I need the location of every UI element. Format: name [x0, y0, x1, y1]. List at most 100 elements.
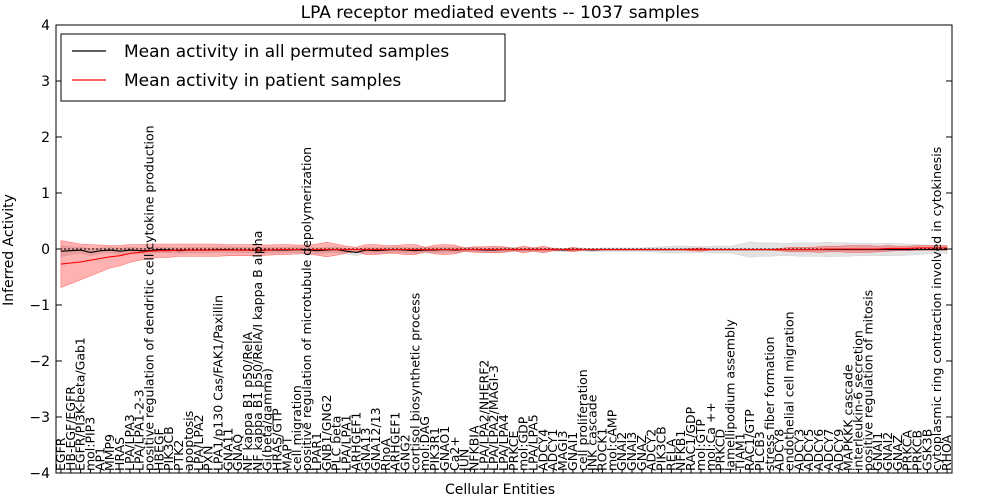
series-lines: [60, 247, 948, 265]
legend-box: [60, 33, 506, 102]
x-tick-label: GNAZ: [634, 435, 649, 471]
x-tick-label: RhoA: [378, 438, 393, 471]
x-tick-label: ROCK1: [595, 428, 610, 471]
y-tick-label: 1: [41, 186, 50, 202]
x-tick-label: PIK3CB: [161, 426, 176, 471]
y-axis: 4 3 2 1 0 −1 −2 −3 −4: [29, 18, 952, 482]
legend: Mean activity in all permuted samples Me…: [60, 33, 506, 102]
x-tick-label: NFKB1: [673, 430, 688, 471]
x-tick-label: GNAI2: [614, 432, 629, 471]
x-tick-label: LPA/LPA2: [191, 414, 206, 471]
x-tick-labels: EGFRHB-EGF/EGFREGFR/PI3K-beta/Gab1mol:PI…: [53, 125, 954, 473]
x-tick-label: MMP9: [102, 434, 117, 471]
x-tick-label: JNK cascade: [585, 394, 600, 472]
x-tick-label: LPAR1: [309, 432, 324, 471]
x-tick-label: HB-EGF/EGFR: [63, 386, 78, 471]
band-series-1: [60, 240, 948, 289]
x-tick-label: LPA/LPA1-2-3: [132, 389, 147, 471]
x-tick-label: mol:DAG: [417, 416, 432, 471]
x-tick-label: RAC1/GDP: [683, 406, 698, 471]
x-tick-label: PIK3R1: [427, 427, 442, 471]
x-tick-label: cortisol biosynthetic process: [407, 293, 422, 471]
x-tick-label: stress fiber formation: [762, 337, 777, 471]
y-tick-label: −1: [29, 298, 50, 314]
x-tick-label: cell migration: [289, 385, 304, 471]
x-tick-label: LPA/LPA5: [526, 414, 541, 471]
legend-label-patient: Mean activity in patient samples: [124, 71, 401, 91]
x-tick-label: GNA13: [358, 428, 373, 472]
x-tick-label: ADCY3: [791, 429, 806, 471]
line-series-1: [60, 247, 948, 265]
x-tick-label: PRKCE: [506, 430, 521, 470]
x-tick-label: mol:GDP: [516, 416, 531, 471]
x-tick-label: ADCY6: [811, 429, 826, 471]
y-tick-label: −3: [29, 410, 50, 426]
x-tick-label: PLCB3: [752, 431, 767, 471]
x-tick-label: mol:GTP: [693, 419, 708, 471]
x-tick-label: LPA/LPA2/MAGI-3: [486, 365, 501, 471]
x-tick-label: GNA12/13: [368, 407, 383, 471]
x-tick-label: LPA/LPA3: [122, 414, 137, 471]
x-tick-label: GNB1/GNG2: [319, 395, 334, 471]
x-tick-label: mol:cAMP: [604, 409, 619, 471]
x-tick-label: MAPT: [279, 436, 294, 471]
x-tick-label: LPA/LPA4: [496, 414, 511, 471]
y-tick-label: 2: [41, 130, 50, 146]
x-tick-label: positive regulation of microtubule depol…: [299, 147, 314, 471]
x-tick-label: positive regulation of mitosis: [860, 290, 875, 471]
y-tick-label: 4: [41, 18, 50, 34]
y-tick-label: −2: [29, 354, 50, 370]
x-tick-label: GNAI1: [565, 432, 580, 471]
x-tick-label: interleukin-6 secretion: [851, 330, 866, 471]
x-tick-label: ARHGEF1: [388, 412, 403, 471]
x-tick-label: HBEGF: [151, 428, 166, 471]
x-tick-label: PXN: [201, 446, 216, 471]
x-tick-label: mol:PIP3: [83, 417, 98, 471]
x-tick-label: RHOA: [939, 434, 954, 471]
x-tick-label: ARHGEF1: [348, 412, 363, 471]
x-tick-label: GNG2: [398, 434, 413, 471]
x-tick-label: HRAS: [112, 437, 127, 471]
x-tick-label: ADCY9: [831, 429, 846, 471]
x-tick-label: cell proliferation: [575, 369, 590, 471]
x-tick-label: NF kappa B1 p50/RelA: [240, 331, 255, 471]
x-tick-label: RAC1/GTP: [742, 409, 757, 471]
y-tick-label: 0: [41, 242, 50, 258]
x-tick-label: positive regulation of dendritic cell cy…: [142, 125, 157, 471]
x-tick-label: PLC beta: [329, 416, 344, 471]
chart-title: LPA receptor mediated events -- 1037 sam…: [301, 3, 700, 23]
x-tick-label: endothelial cell migration: [782, 311, 797, 471]
x-tick-label: PRKCA: [900, 430, 915, 471]
x-tick-label: PRKCD: [713, 429, 728, 471]
x-tick-label: ADCY7: [821, 429, 836, 471]
x-tick-label: GNAI3: [624, 432, 639, 471]
x-tick-label: ADCY2: [644, 429, 659, 471]
x-tick-label: LPA/LPA1: [339, 414, 354, 471]
x-tick-label: EGFR: [53, 437, 68, 471]
x-tick-label: GNA11: [220, 427, 235, 471]
x-tick-label: NF kappa B1 p50/RelA/I kappa B alpha: [250, 231, 265, 471]
x-tick-label: MAPKKK cascade: [841, 364, 856, 471]
legend-label-permuted: Mean activity in all permuted samples: [124, 42, 449, 62]
x-tick-label: apoptosis: [181, 411, 196, 471]
y-tick-label: −4: [29, 466, 50, 482]
x-tick-label: AP1: [92, 447, 107, 471]
x-tick-label: LPA/LPA2/NHERF2: [476, 360, 491, 471]
x-tick-label: GNAQ: [230, 434, 245, 471]
x-tick-label: GNAO1: [437, 426, 452, 471]
x-tick-label: lamellipodium assembly: [723, 319, 738, 471]
x-tick-label: ADCY4: [535, 429, 550, 471]
x-tick-label: GNAI2: [880, 432, 895, 471]
x-tick-label: ADCY5: [801, 429, 816, 471]
x-tick-label: HRAS/GTP: [270, 408, 285, 471]
x-tick-label: TIAM1: [732, 432, 747, 472]
x-tick-label: MAGI3: [555, 431, 570, 471]
x-tick-label: Gi(beta/gamma): [260, 368, 275, 471]
x-tick-label: LPA1/p130 Cas/FAK1/Paxillin: [211, 295, 226, 471]
x-axis-label: Cellular Entities: [445, 482, 555, 498]
x-tick-label: RELA: [663, 438, 678, 471]
x-tick-label: GNAZ: [890, 435, 905, 471]
x-tick-label: NFKBIA: [467, 425, 482, 471]
x-tick-label: PRKCB: [910, 430, 925, 471]
